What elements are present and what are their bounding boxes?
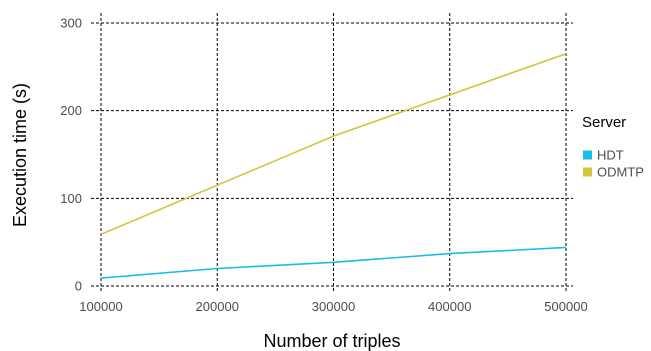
grid [91, 13, 573, 293]
series-lines [100, 52, 567, 279]
x-tick-label: 500000 [544, 299, 587, 314]
x-axis-title: Number of triples [263, 331, 400, 351]
y-axis-title: Execution time (s) [10, 83, 30, 227]
series-line-hdt [100, 246, 567, 279]
legend-swatch-odmtp [583, 167, 592, 177]
x-tick-label: 400000 [428, 299, 471, 314]
x-tick-label: 100000 [79, 299, 122, 314]
x-axis-ticks: 100000 200000 300000 400000 500000 [79, 299, 587, 314]
y-tick-label: 200 [60, 103, 82, 118]
x-tick-label: 300000 [312, 299, 355, 314]
series-line-odmtp [100, 52, 567, 236]
x-tick-label: 200000 [196, 299, 239, 314]
legend-label-hdt: HDT [597, 148, 624, 163]
legend-label-odmtp: ODMTP [597, 165, 644, 180]
legend-title: Server [582, 114, 626, 131]
y-tick-label: 100 [60, 191, 82, 206]
y-tick-label: 0 [75, 279, 82, 294]
legend: Server HDT ODMTP [582, 114, 644, 180]
y-tick-label: 300 [60, 16, 82, 31]
y-axis-ticks: 0 100 200 300 [60, 16, 82, 294]
legend-swatch-hdt [583, 150, 592, 160]
